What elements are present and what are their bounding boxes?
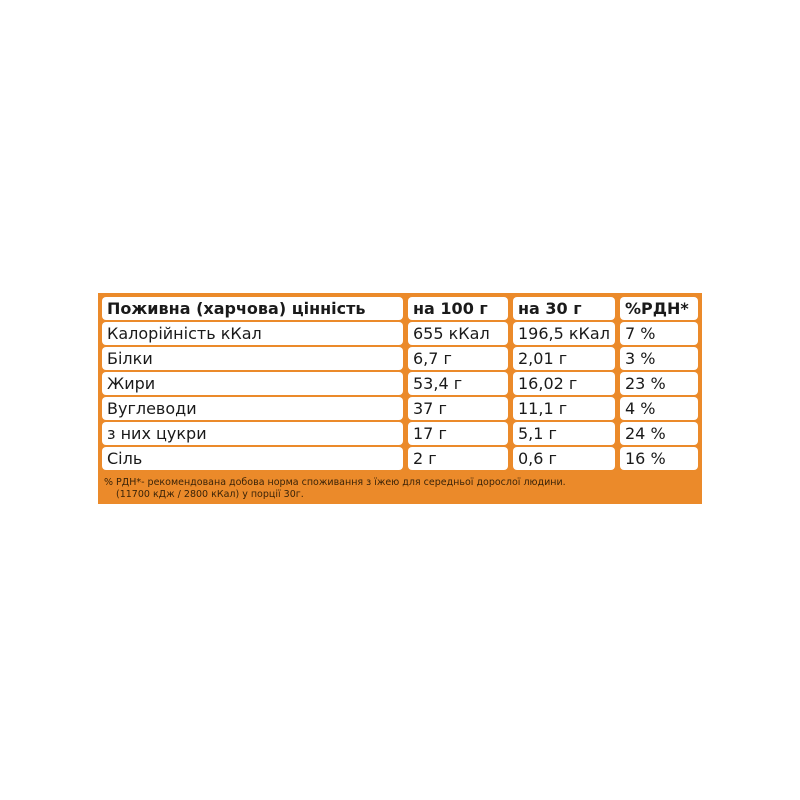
row-carbs-30g: 11,1 г <box>513 397 615 420</box>
nutrition-table-panel: Поживна (харчова) цінність на 100 г на 3… <box>98 293 702 504</box>
row-salt-100g: 2 г <box>408 447 508 470</box>
row-calories-rdn: 7 % <box>620 322 698 345</box>
header-per-100g: на 100 г <box>408 297 508 320</box>
row-carbs-100g: 37 г <box>408 397 508 420</box>
footnote-line-1: % РДН*- рекомендована добова норма спожи… <box>104 477 566 488</box>
row-calories-30g: 196,5 кКал <box>513 322 615 345</box>
row-protein-30g: 2,01 г <box>513 347 615 370</box>
row-fat-30g: 16,02 г <box>513 372 615 395</box>
row-fat-name: Жири <box>102 372 403 395</box>
row-protein-100g: 6,7 г <box>408 347 508 370</box>
row-sugars-100g: 17 г <box>408 422 508 445</box>
row-salt-rdn: 16 % <box>620 447 698 470</box>
footnote: % РДН*- рекомендована добова норма спожи… <box>104 477 566 501</box>
row-sugars-rdn: 24 % <box>620 422 698 445</box>
row-sugars-name: з них цукри <box>102 422 403 445</box>
row-fat-rdn: 23 % <box>620 372 698 395</box>
row-protein-rdn: 3 % <box>620 347 698 370</box>
row-salt-30g: 0,6 г <box>513 447 615 470</box>
row-carbs-name: Вуглеводи <box>102 397 403 420</box>
row-protein-name: Білки <box>102 347 403 370</box>
header-rdn: %РДН* <box>620 297 698 320</box>
row-calories-name: Калорійність кКал <box>102 322 403 345</box>
row-calories-100g: 655 кКал <box>408 322 508 345</box>
footnote-line-2: (11700 кДж / 2800 кКал) у порції 30г. <box>116 489 304 500</box>
row-salt-name: Сіль <box>102 447 403 470</box>
row-carbs-rdn: 4 % <box>620 397 698 420</box>
header-nutrient: Поживна (харчова) цінність <box>102 297 403 320</box>
row-sugars-30g: 5,1 г <box>513 422 615 445</box>
nutrition-table: Поживна (харчова) цінність на 100 г на 3… <box>102 297 698 470</box>
header-per-30g: на 30 г <box>513 297 615 320</box>
row-fat-100g: 53,4 г <box>408 372 508 395</box>
